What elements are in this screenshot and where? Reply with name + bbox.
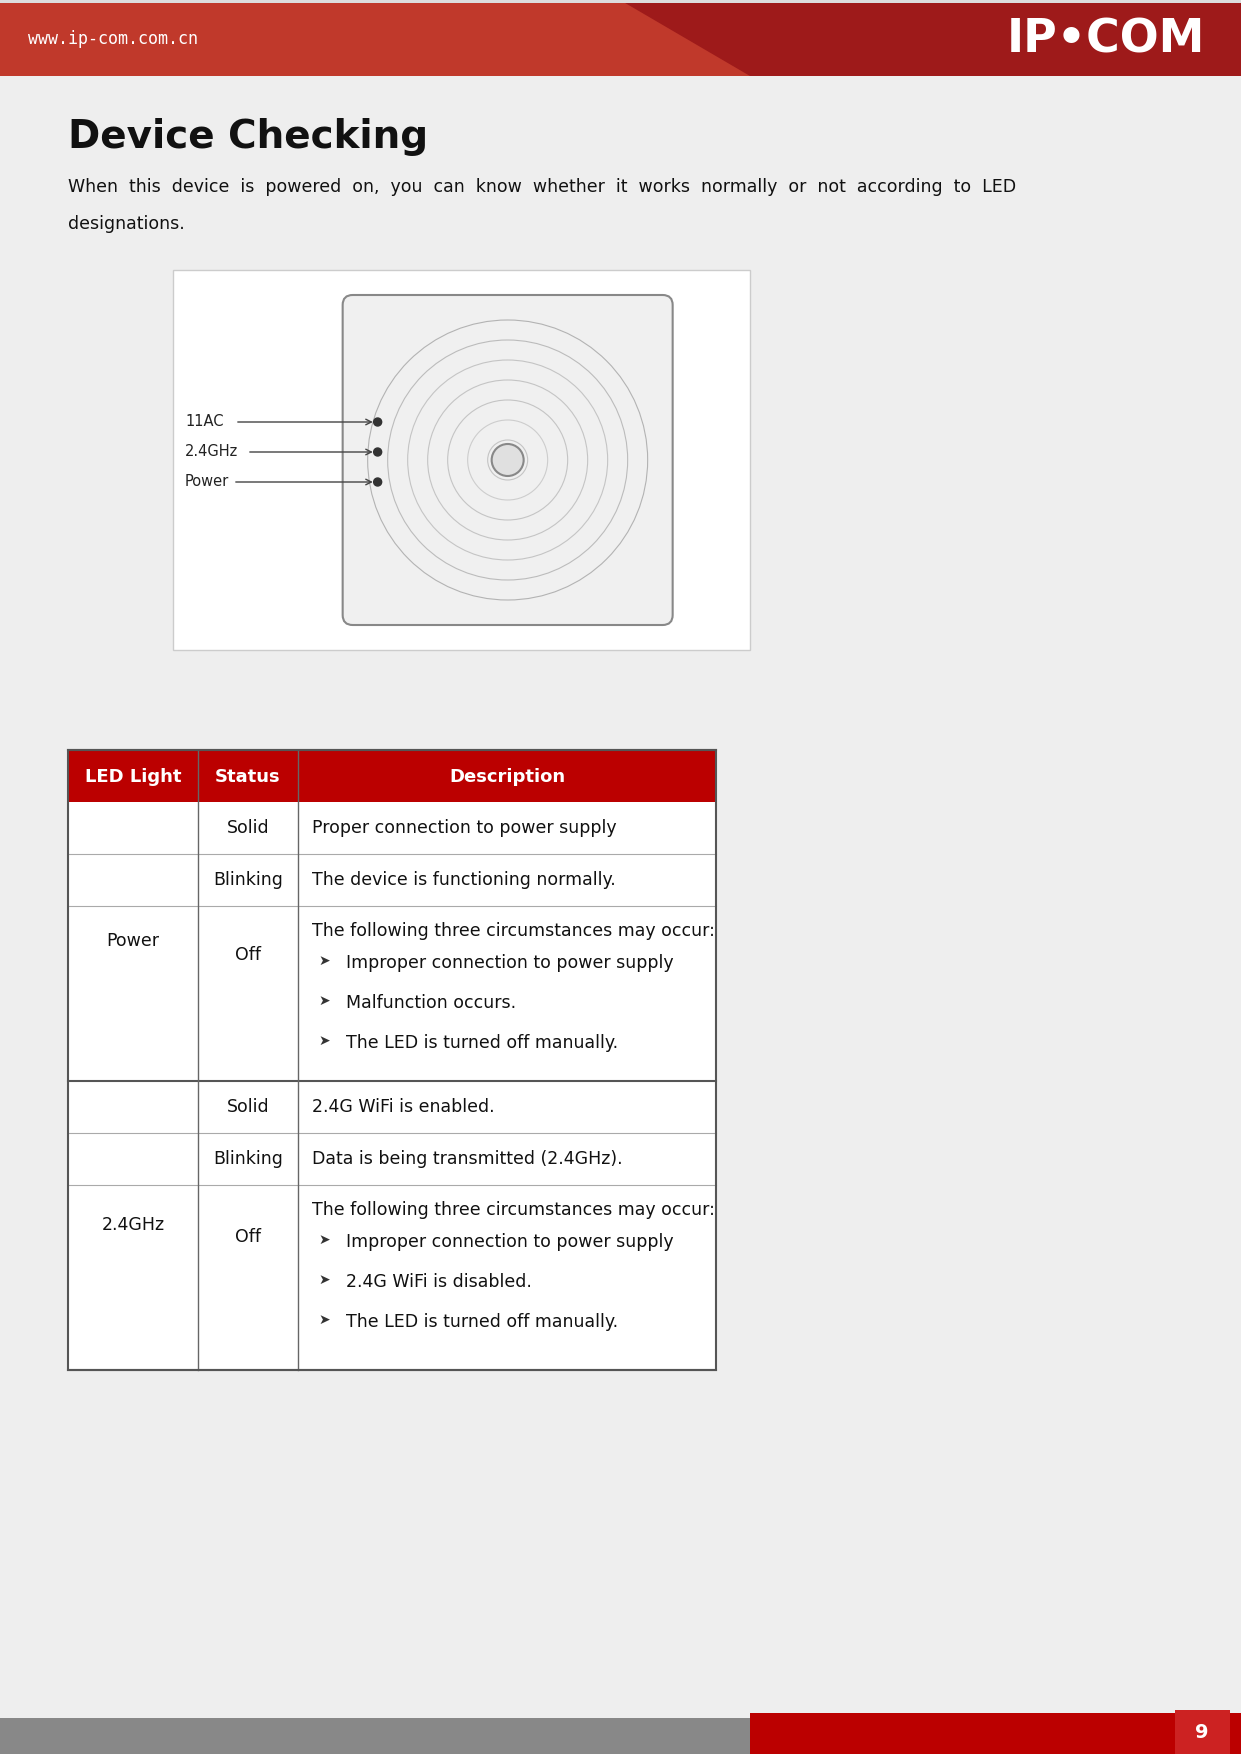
Text: The following three circumstances may occur:: The following three circumstances may oc…: [311, 1201, 715, 1219]
Text: ➤: ➤: [318, 1233, 330, 1247]
Text: Solid: Solid: [227, 1098, 269, 1116]
Text: 2.4GHz: 2.4GHz: [102, 1217, 165, 1235]
Bar: [1175, 1710, 1230, 1754]
Text: Power: Power: [107, 933, 160, 951]
Bar: [750, 1714, 1241, 1754]
Text: IP•COM: IP•COM: [1006, 18, 1205, 63]
Text: ➤: ➤: [318, 995, 330, 1009]
Text: The LED is turned off manually.: The LED is turned off manually.: [346, 1035, 618, 1052]
Polygon shape: [620, 0, 1241, 75]
Text: When  this  device  is  powered  on,  you  can  know  whether  it  works  normal: When this device is powered on, you can …: [68, 177, 1016, 196]
Text: Off: Off: [235, 1228, 261, 1245]
Text: Description: Description: [449, 768, 565, 786]
Text: Malfunction occurs.: Malfunction occurs.: [346, 995, 516, 1012]
Text: 9: 9: [1195, 1722, 1209, 1742]
Text: designations.: designations.: [68, 216, 185, 233]
Text: The LED is turned off manually.: The LED is turned off manually.: [346, 1314, 618, 1331]
Text: ➤: ➤: [318, 1314, 330, 1328]
Text: The following three circumstances may occur:: The following three circumstances may oc…: [311, 923, 715, 940]
Text: Improper connection to power supply: Improper connection to power supply: [346, 1233, 674, 1251]
Bar: [0, 0, 1241, 75]
Bar: [68, 854, 716, 907]
Text: Power: Power: [185, 475, 230, 489]
Bar: [172, 270, 750, 651]
Circle shape: [374, 479, 382, 486]
Text: 2.4G WiFi is enabled.: 2.4G WiFi is enabled.: [311, 1098, 495, 1116]
Text: Blinking: Blinking: [213, 1151, 283, 1168]
Text: ➤: ➤: [318, 954, 330, 968]
Text: Proper connection to power supply: Proper connection to power supply: [311, 819, 617, 837]
Circle shape: [491, 444, 524, 475]
Text: Solid: Solid: [227, 819, 269, 837]
Circle shape: [374, 417, 382, 426]
Bar: [68, 1186, 716, 1370]
Bar: [68, 802, 716, 854]
Text: The device is functioning normally.: The device is functioning normally.: [311, 872, 616, 889]
Text: Data is being transmitted (2.4GHz).: Data is being transmitted (2.4GHz).: [311, 1151, 623, 1168]
Text: Off: Off: [235, 945, 261, 965]
Text: www.ip-com.com.cn: www.ip-com.com.cn: [29, 30, 199, 47]
Bar: [68, 751, 716, 1370]
Text: ➤: ➤: [318, 1273, 330, 1287]
Text: Status: Status: [215, 768, 280, 786]
Bar: [68, 1133, 716, 1186]
Bar: [68, 751, 716, 802]
Text: 11AC: 11AC: [185, 414, 223, 430]
Text: Improper connection to power supply: Improper connection to power supply: [346, 954, 674, 972]
Text: Device Checking: Device Checking: [68, 118, 428, 156]
Bar: [0, 0, 1241, 4]
Circle shape: [374, 447, 382, 456]
Text: Blinking: Blinking: [213, 872, 283, 889]
Text: 2.4GHz: 2.4GHz: [185, 444, 238, 460]
Bar: [68, 907, 716, 1080]
Text: ➤: ➤: [318, 1035, 330, 1047]
Bar: [0, 1717, 951, 1754]
Text: 2.4G WiFi is disabled.: 2.4G WiFi is disabled.: [346, 1273, 532, 1291]
FancyBboxPatch shape: [343, 295, 673, 624]
Bar: [68, 1080, 716, 1133]
Text: LED Light: LED Light: [84, 768, 181, 786]
